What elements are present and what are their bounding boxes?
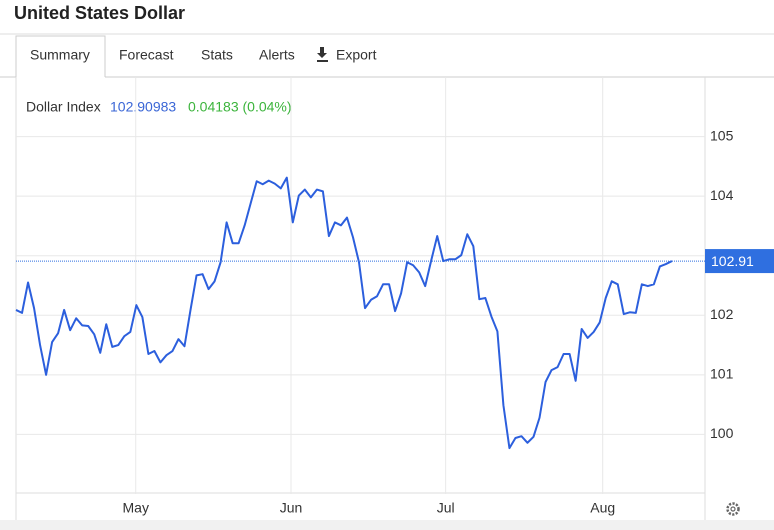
y-tick-label: 102: [710, 306, 734, 322]
tab-bar: [0, 35, 774, 77]
x-tick-label: Jul: [437, 500, 455, 516]
y-tick-label: 101: [710, 366, 734, 382]
price-badge: [705, 249, 774, 274]
tab[interactable]: Summary: [30, 47, 90, 63]
legend-value: 102.90983: [110, 99, 176, 115]
price-line: [15, 176, 673, 450]
y-tick-label: 100: [710, 425, 734, 441]
y-tick-label: 104: [710, 187, 734, 203]
tab[interactable]: Stats: [201, 47, 233, 63]
settings-icon[interactable]: [726, 502, 740, 516]
x-tick-label: Jun: [280, 500, 303, 516]
download-icon: [317, 47, 328, 62]
active-tab: [15, 35, 106, 77]
footer-bar: [0, 520, 774, 530]
price-badge-label: 102.91: [711, 253, 754, 269]
page-title: United States Dollar: [14, 3, 185, 23]
x-tick-label: Aug: [590, 500, 615, 516]
tab[interactable]: Forecast: [119, 47, 174, 63]
legend-name: Dollar Index: [26, 99, 101, 115]
x-tick-label: May: [123, 500, 149, 516]
y-tick-label: 105: [710, 127, 734, 143]
tab[interactable]: Alerts: [259, 47, 295, 63]
tab[interactable]: Export: [336, 47, 377, 63]
legend-change: 0.04183 (0.04%): [188, 99, 292, 115]
